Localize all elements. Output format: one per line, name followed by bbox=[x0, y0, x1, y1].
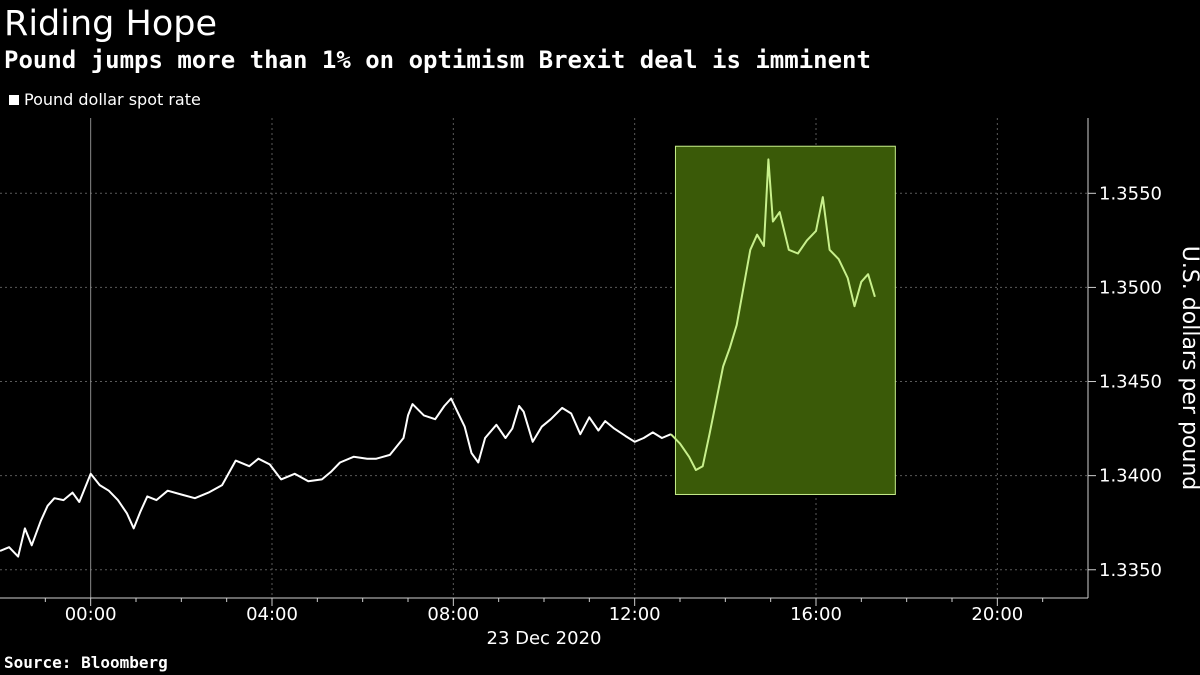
x-tick-label: 00:00 bbox=[65, 604, 117, 625]
x-tick-label: 04:00 bbox=[246, 604, 298, 625]
legend-swatch bbox=[9, 94, 19, 105]
axes bbox=[0, 118, 1096, 606]
series bbox=[0, 158, 876, 558]
y-axis-label: U.S. dollars per pound bbox=[1177, 246, 1200, 491]
axis-labels: 1.3350 1.3400 1.3450 1.3500 1.3550 00:00 04:00… bbox=[65, 183, 1162, 625]
source-note: Source: Bloomberg bbox=[4, 653, 168, 672]
series-line bbox=[0, 397, 672, 558]
y-tick-label: 1.3550 bbox=[1099, 183, 1162, 204]
y-tick-label: 1.3400 bbox=[1099, 466, 1162, 487]
x-tick-label: 12:00 bbox=[609, 604, 661, 625]
x-axis-date-label: 23 Dec 2020 bbox=[487, 628, 602, 649]
highlight-box bbox=[674, 145, 896, 495]
x-tick-label: 20:00 bbox=[971, 604, 1023, 625]
legend-label: Pound dollar spot rate bbox=[24, 90, 201, 109]
y-tick-label: 1.3450 bbox=[1099, 372, 1162, 393]
chart-subtitle: Pound jumps more than 1% on optimism Bre… bbox=[4, 46, 871, 74]
series-line bbox=[670, 158, 876, 471]
x-tick-label: 16:00 bbox=[790, 604, 842, 625]
grid bbox=[0, 118, 1088, 598]
legend: Pound dollar spot rate bbox=[9, 90, 201, 109]
chart-title: Riding Hope bbox=[4, 4, 217, 44]
y-tick-label: 1.3500 bbox=[1099, 277, 1162, 298]
y-tick-label: 1.3350 bbox=[1099, 560, 1162, 581]
x-tick-label: 08:00 bbox=[427, 604, 479, 625]
